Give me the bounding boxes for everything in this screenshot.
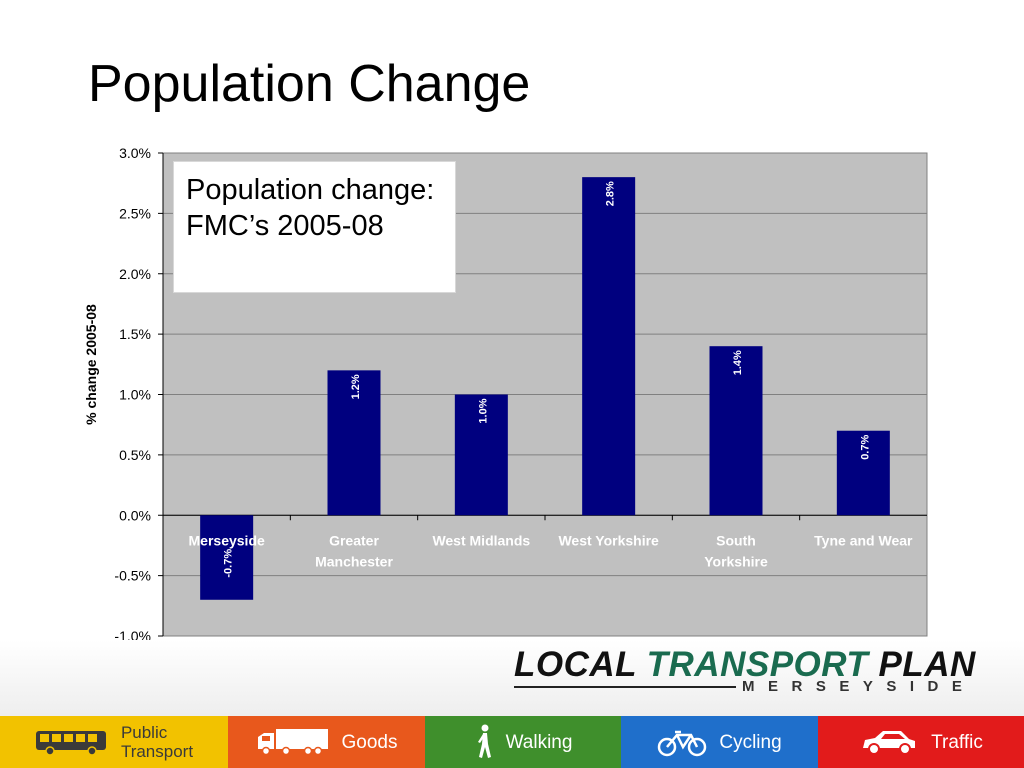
bus-icon — [35, 731, 106, 756]
bar — [582, 177, 636, 516]
data-label: 1.0% — [477, 398, 489, 423]
bicycle-icon — [658, 730, 707, 757]
category-label: Yorkshire — [704, 553, 768, 569]
brand-logo: LOCAL TRANSPORT PLAN — [514, 647, 976, 682]
footer-label-traffic: Traffic — [931, 731, 983, 753]
footer-bar: Public Transport Goods Walking Cycling — [0, 716, 1024, 768]
chart-callout: Population change: FMC’s 2005-08 — [173, 161, 456, 293]
y-tick-label: -0.5% — [114, 568, 151, 584]
bar — [454, 394, 508, 516]
category-label: Greater — [329, 532, 379, 548]
footer-tile-public-transport: Public Transport — [0, 716, 228, 768]
y-axis-label: % change 2005-08 — [83, 304, 99, 425]
bar — [200, 515, 254, 600]
footer-label-public-transport: Public Transport — [120, 723, 194, 761]
data-label: -0.7% — [223, 549, 235, 578]
footer-label-goods: Goods — [341, 731, 398, 753]
bar-chart: -1.0% -0.5% 0.0% 0.5% 1.0% 1.5% 2.0% 2.5% 3.0%% … — [83, 145, 928, 644]
y-tick-label: 2.0% — [119, 266, 151, 282]
brand-word-transport: TRANSPORT — [646, 645, 869, 684]
lorry-icon — [257, 729, 328, 756]
data-label: 0.7% — [859, 435, 871, 460]
category-label: Manchester — [315, 553, 393, 569]
car-icon — [863, 731, 916, 755]
bar — [327, 370, 381, 516]
brand-rule — [514, 686, 736, 688]
brand-word-plan: PLAN — [878, 645, 976, 684]
footer-tile-cycling: Cycling — [621, 716, 818, 768]
y-tick-label: 0.0% — [119, 507, 151, 523]
footer-tile-goods: Goods — [228, 716, 425, 768]
brand-subtitle: MERSEYSIDE — [742, 678, 976, 695]
bar — [836, 430, 890, 516]
bar — [709, 346, 763, 516]
y-tick-label: 2.5% — [119, 205, 151, 221]
chart-svg: -1.0%-0.5%0.0%0.5%1.0%1.5%2.0%2.5%3.0%% … — [83, 145, 928, 644]
footer-fade — [0, 640, 1024, 716]
y-tick-label: 3.0% — [119, 145, 151, 161]
data-label: 1.2% — [350, 374, 362, 399]
category-label: Merseyside — [189, 532, 265, 548]
footer-label-walking: Walking — [505, 731, 573, 753]
category-label: West Yorkshire — [558, 532, 659, 548]
category-label: Tyne and Wear — [814, 532, 913, 548]
y-tick-label: 1.5% — [119, 326, 151, 342]
brand-word-local: LOCAL — [514, 645, 637, 684]
category-label: South — [716, 532, 756, 548]
y-tick-label: 0.5% — [119, 447, 151, 463]
y-tick-label: 1.0% — [119, 387, 151, 403]
footer-tile-walking: Walking — [425, 716, 621, 768]
footer-label-cycling: Cycling — [719, 731, 782, 753]
data-label: 1.4% — [732, 350, 744, 375]
walking-person-icon — [477, 724, 491, 758]
data-label: 2.8% — [605, 181, 617, 206]
page-title: Population Change — [88, 55, 531, 113]
category-label: West Midlands — [432, 532, 530, 548]
footer-tile-traffic: Traffic — [818, 716, 1024, 768]
